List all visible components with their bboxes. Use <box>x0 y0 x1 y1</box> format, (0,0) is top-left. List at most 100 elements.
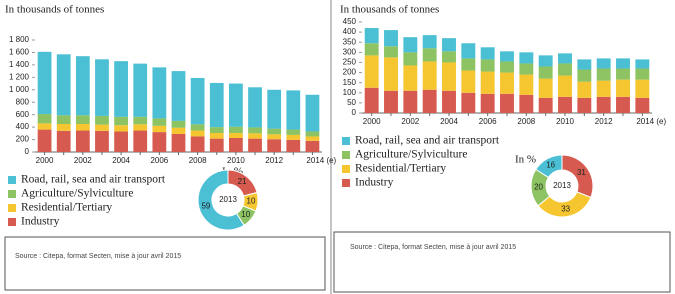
bar-segment <box>56 124 71 131</box>
bar-segment <box>209 82 224 128</box>
legend-swatch <box>342 151 350 159</box>
y-tick-label: 600 <box>16 110 30 119</box>
legend-label: Agriculture/Sylviculture <box>21 188 133 200</box>
bar-segment <box>209 138 224 152</box>
bar-segment <box>538 55 553 67</box>
bar-segment <box>209 127 224 134</box>
bar-segment <box>229 133 243 138</box>
bar-segment <box>133 130 148 152</box>
x-tick-label: 2000 <box>36 156 54 165</box>
bar-segment <box>56 130 71 152</box>
donut-value-label: 59 <box>201 202 210 211</box>
bar-segment <box>480 93 495 113</box>
bar-segment <box>37 129 52 152</box>
donut-title: In % <box>515 154 536 166</box>
bar-segment <box>267 134 282 140</box>
donut-value-label: 20 <box>534 183 543 192</box>
bar-segment <box>114 125 128 132</box>
bar-segment <box>538 66 553 79</box>
bar-segment <box>152 67 167 119</box>
bar-segment <box>558 63 572 76</box>
bar-segment <box>403 65 418 91</box>
bar-segment <box>229 138 243 152</box>
bar-segment <box>558 96 572 113</box>
y-tick-label: 1 000 <box>9 85 30 94</box>
donut-center-label: 2013 <box>219 195 237 204</box>
x-tick-label: 2014 (e) <box>306 156 336 165</box>
bar-segment <box>616 68 630 80</box>
bar-segment <box>133 124 148 131</box>
bar-segment <box>95 130 109 152</box>
y-tick-label: 0 <box>25 147 30 156</box>
legend-swatch <box>342 137 350 145</box>
legend-swatch <box>342 179 350 187</box>
bar-segment <box>616 58 630 69</box>
y-tick-label: 50 <box>347 98 356 107</box>
bar-segment <box>114 131 128 152</box>
bar-segment <box>171 71 186 121</box>
bar-segment <box>442 38 456 52</box>
bar-segment <box>152 118 167 126</box>
bar-segment <box>190 136 205 152</box>
bar-segment <box>596 58 611 69</box>
x-tick-label: 2004 <box>112 156 130 165</box>
bar-segment <box>577 69 592 82</box>
bar-segment <box>37 123 52 130</box>
bar-segment <box>37 51 52 115</box>
legend-label: Agriculture/Sylviculture <box>355 149 467 161</box>
bar-segment <box>500 72 514 94</box>
bar-segment <box>190 130 205 137</box>
bar-segment <box>56 115 71 124</box>
bar-segment <box>267 139 282 152</box>
donut-slice <box>197 169 245 231</box>
donut-value-label: 10 <box>247 197 256 206</box>
legend-swatch <box>342 165 350 173</box>
bar-segment <box>596 80 611 97</box>
bar-segment <box>364 55 379 88</box>
x-tick-label: 2002 <box>74 156 92 165</box>
bar-segment <box>558 75 572 97</box>
bar-segment <box>190 77 205 125</box>
bar-segment <box>480 47 495 60</box>
bar-segment <box>384 57 398 91</box>
bar-segment <box>480 59 495 72</box>
bar-segment <box>75 115 90 124</box>
x-tick-label: 2006 <box>150 156 168 165</box>
bar-segment <box>577 59 592 70</box>
donut-value-label: 10 <box>241 210 250 219</box>
bar-segment <box>152 125 167 133</box>
bar-segment <box>75 124 90 131</box>
legend-label: Industry <box>355 177 394 189</box>
bar-segment <box>114 116 128 126</box>
source-note: Source : Citepa, format Secten, mise à j… <box>15 253 181 260</box>
y-tick-label: 200 <box>16 135 30 144</box>
donut-value-label: 31 <box>577 168 586 177</box>
bar-segment <box>248 127 262 134</box>
x-tick-label: 2002 <box>401 117 419 126</box>
bar-segment <box>519 63 534 75</box>
bar-segment <box>384 30 398 47</box>
legend-swatch <box>8 204 16 212</box>
bar-segment <box>75 130 90 152</box>
bar-segment <box>133 116 148 125</box>
bar-segment <box>286 129 301 135</box>
bar-segment <box>635 59 650 69</box>
y-tick-label: 200 <box>343 68 357 77</box>
legend-label: Residential/Tertiary <box>355 163 446 175</box>
bar-segment <box>538 97 553 113</box>
bar-segment <box>248 87 262 128</box>
y-tick-label: 1 600 <box>9 48 30 57</box>
bar-segment <box>461 58 476 71</box>
legend-swatch <box>8 218 16 226</box>
legend-label: Road, rail, sea and air transport <box>21 174 166 186</box>
x-tick-label: 2010 <box>227 156 245 165</box>
legend-label: Road, rail, sea and air transport <box>355 135 500 147</box>
x-tick-label: 2008 <box>517 117 535 126</box>
bar-segment <box>461 92 476 113</box>
y-tick-label: 300 <box>343 47 357 56</box>
legend-label: Industry <box>21 216 60 228</box>
bar-segment <box>442 51 456 63</box>
bar-segment <box>305 131 320 137</box>
y-tick-label: 800 <box>16 97 30 106</box>
legend-swatch <box>8 176 16 184</box>
